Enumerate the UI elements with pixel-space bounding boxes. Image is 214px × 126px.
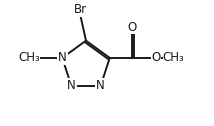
Text: O: O — [127, 21, 137, 34]
Text: CH₃: CH₃ — [19, 51, 41, 64]
Text: N: N — [96, 79, 105, 92]
Text: CH₃: CH₃ — [162, 51, 184, 64]
Text: Br: Br — [74, 3, 87, 16]
Text: N: N — [67, 79, 76, 92]
Text: N: N — [58, 51, 67, 64]
Text: O: O — [151, 51, 160, 64]
